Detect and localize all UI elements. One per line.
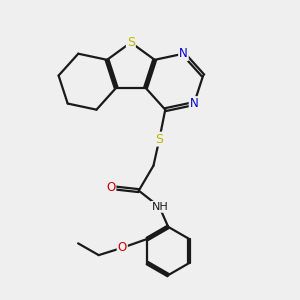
Text: N: N	[190, 97, 198, 110]
Text: S: S	[127, 36, 135, 49]
Text: O: O	[106, 181, 116, 194]
Text: NH: NH	[152, 202, 168, 212]
Text: O: O	[118, 241, 127, 254]
Text: S: S	[155, 133, 164, 146]
Text: N: N	[179, 47, 188, 60]
